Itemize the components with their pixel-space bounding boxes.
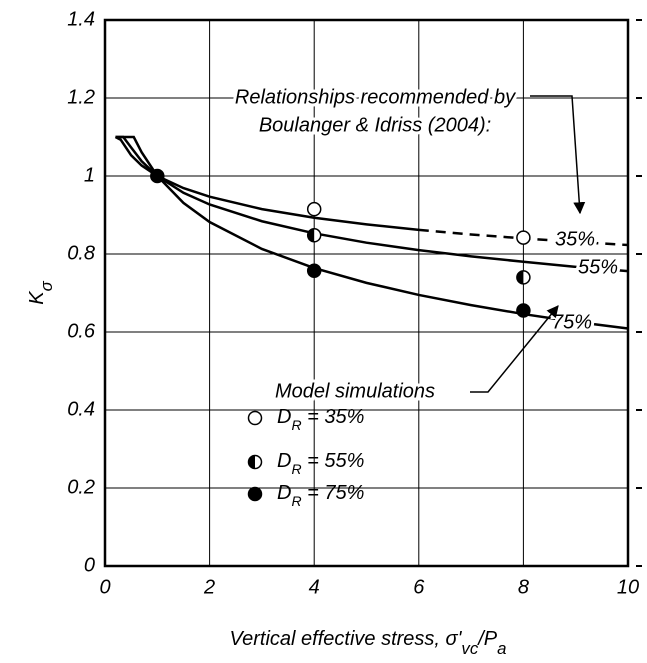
curves: 35% 55% 75% bbox=[114, 135, 629, 336]
curve bbox=[114, 135, 419, 232]
point bbox=[516, 303, 531, 318]
y-tick-label: 0.8 bbox=[67, 242, 95, 264]
y-tick-label: 0 bbox=[84, 554, 95, 576]
point bbox=[150, 168, 165, 184]
legend-label: DR = 75% bbox=[277, 482, 364, 508]
x-tick-label: 2 bbox=[203, 576, 215, 598]
curve-label: 75% bbox=[552, 311, 592, 333]
legend-label-part: = 55% bbox=[302, 450, 365, 472]
axis-label: Kσ bbox=[26, 280, 56, 304]
y-tick-label: 0.2 bbox=[67, 476, 95, 498]
point-half bbox=[307, 228, 315, 242]
legend-label-part: R bbox=[291, 461, 301, 477]
legend-label-part: D bbox=[277, 450, 291, 472]
legend-label-part: R bbox=[291, 417, 301, 433]
annotation: Boulanger & Idriss (2004): bbox=[259, 114, 491, 136]
point-body bbox=[247, 410, 263, 426]
axis-label-part: vc bbox=[461, 639, 478, 658]
point-half bbox=[516, 270, 524, 284]
legend-label-part: R bbox=[291, 493, 301, 509]
y-tick-label: 0.4 bbox=[67, 398, 95, 420]
axis-label-part: a bbox=[497, 639, 506, 658]
legend-label-part: = 75% bbox=[302, 482, 365, 504]
point-body bbox=[306, 201, 322, 217]
point bbox=[516, 270, 531, 285]
axis-label: Vertical effective stress, σ'vc/Pa bbox=[230, 628, 507, 658]
point-half bbox=[248, 455, 255, 469]
point-body bbox=[516, 230, 531, 245]
curve-label: 55% bbox=[578, 256, 618, 278]
x-tick-label: 10 bbox=[617, 576, 639, 598]
annotation-arrow bbox=[470, 305, 559, 393]
y-tick-label: 0.6 bbox=[67, 320, 96, 342]
point bbox=[306, 228, 322, 243]
marks: DR = 35%DR = 55%DR = 75% bbox=[150, 168, 531, 509]
point bbox=[306, 263, 322, 279]
point bbox=[306, 201, 322, 217]
y-tick-label: 1.2 bbox=[67, 86, 95, 108]
curve bbox=[115, 135, 629, 330]
curve bbox=[115, 135, 629, 273]
annotation-arrow bbox=[530, 95, 586, 215]
y-tick-label: 1 bbox=[84, 164, 95, 186]
legend-label: DR = 35% bbox=[277, 406, 364, 432]
legend-label-part: D bbox=[277, 406, 291, 428]
axis-label-part: K bbox=[26, 290, 48, 305]
x-tick-label: 6 bbox=[413, 576, 425, 598]
annotation: Model simulations bbox=[275, 380, 435, 402]
curve-label: 35% bbox=[555, 228, 595, 250]
x-tick-label: 0 bbox=[99, 576, 110, 598]
plot-frame bbox=[103, 18, 630, 568]
axis-label-part: σ bbox=[37, 280, 56, 291]
point-body bbox=[516, 303, 531, 318]
y-tick-label: 1.4 bbox=[67, 8, 95, 30]
annotation: Relationships recommended by bbox=[235, 86, 516, 108]
point bbox=[247, 454, 263, 470]
point-body bbox=[247, 486, 263, 502]
x-tick-label: 4 bbox=[309, 576, 320, 598]
point bbox=[516, 230, 531, 245]
axis-label-part: /P bbox=[476, 628, 498, 650]
legend-label-part: D bbox=[277, 482, 291, 504]
point-body bbox=[306, 263, 322, 279]
point bbox=[247, 486, 263, 502]
legend-label: DR = 55% bbox=[277, 450, 364, 476]
point bbox=[247, 410, 263, 426]
x-tick-label: 8 bbox=[518, 576, 529, 598]
axis-label-part: Vertical effective stress, σ' bbox=[230, 628, 463, 650]
point-body bbox=[150, 168, 165, 184]
legend-label-part: = 35% bbox=[302, 406, 365, 428]
axes: 0 0.2 0.4 0.6 0.8 1 1.2 1.4 0 2 4 6 8 10 Vertical effe… bbox=[26, 8, 642, 658]
